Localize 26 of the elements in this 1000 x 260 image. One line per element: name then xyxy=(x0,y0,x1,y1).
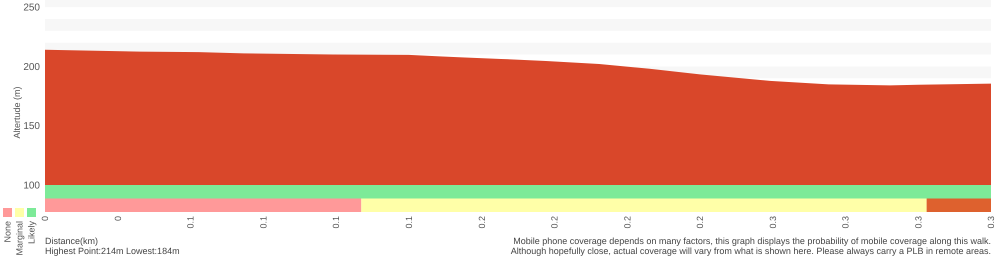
x-tick-label: 0.3 xyxy=(768,216,778,229)
text: Mobile phone coverage depends on many factors, this graph displays the probability of mobile coverage along this walk. xyxy=(513,236,991,246)
x-tick-label: 0.1 xyxy=(258,216,268,229)
y-tick-label: 200 xyxy=(23,62,40,73)
x-tick-label: 0 xyxy=(40,216,50,222)
text: Distance(km) xyxy=(45,236,98,246)
y-tick-label: 150 xyxy=(23,121,40,132)
text: Although hopefully close, actual coverage will vary from what is shown here. Please always carry a PLB in remote areas. xyxy=(510,246,991,256)
x-tick-label: 0.2 xyxy=(695,216,706,229)
x-tick-label: 0 xyxy=(112,216,123,222)
x-tick-label: 0.1 xyxy=(186,216,196,229)
y-axis-title: Altertude (m) xyxy=(12,86,22,139)
x-tick-label: 0.1 xyxy=(404,216,414,229)
y-tick-label: 250 xyxy=(23,2,40,14)
legend-label: Likely xyxy=(26,220,37,244)
x-tick-label: 0.2 xyxy=(550,216,560,229)
legend-label: None xyxy=(2,221,13,243)
x-tick-label: 0.3 xyxy=(913,216,924,229)
x-tick-label: 0.3 xyxy=(986,216,996,229)
x-tick-label: 0.1 xyxy=(331,216,342,229)
x-tick-label: 0.2 xyxy=(622,216,632,229)
legend-label: Marginal xyxy=(14,221,25,256)
x-tick-label: 0.2 xyxy=(476,216,487,229)
y-tick-label: 100 xyxy=(23,180,40,192)
text: Highest Point:214m Lowest:184m xyxy=(45,246,180,256)
x-tick-label: 0.3 xyxy=(840,216,851,229)
